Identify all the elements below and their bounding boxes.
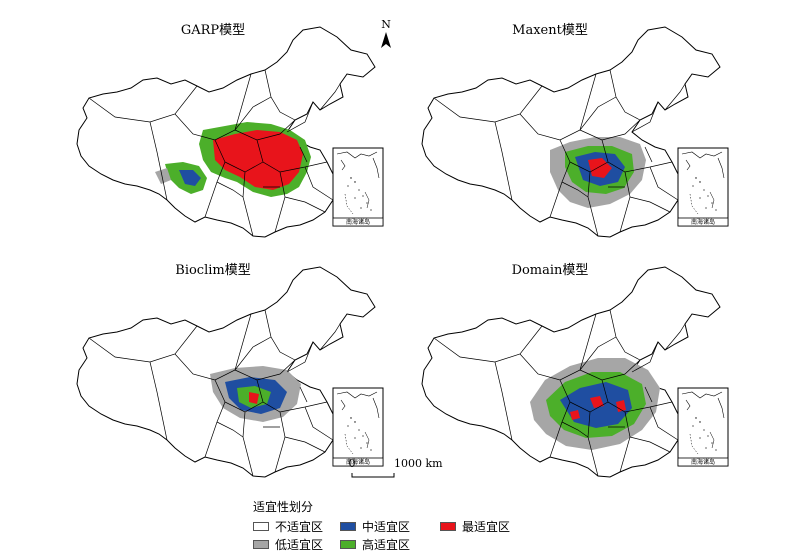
panel-maxent: 南海诸岛 Maxent模型 <box>421 23 729 238</box>
north-arrow: N <box>381 18 391 48</box>
svg-text:1000 km: 1000 km <box>394 457 443 470</box>
legend-item-optimal: 最适宜区 <box>440 518 510 535</box>
legend-item-unsuitable: 不适宜区 <box>253 518 323 535</box>
inset-label: 南海诸岛 <box>346 218 370 226</box>
panel-garp: 南海诸岛 GARP模型 <box>76 23 384 238</box>
svg-text:N: N <box>381 18 391 31</box>
legend-swatch <box>440 522 456 531</box>
legend-swatch <box>340 540 356 549</box>
panel-domain: 南海诸岛 Domain模型 <box>421 263 729 478</box>
suitability-overlay <box>210 366 301 422</box>
inset-label: 南海诸岛 <box>691 218 715 226</box>
panel-title: GARP模型 <box>181 23 245 38</box>
svg-text:0: 0 <box>349 457 356 470</box>
legend-swatch <box>253 540 269 549</box>
inset-label: 南海诸岛 <box>346 458 370 466</box>
suitability-overlay <box>155 122 311 197</box>
inset-label: 南海诸岛 <box>691 458 715 466</box>
legend-title: 适宜性划分 <box>253 500 314 514</box>
panel-title: Domain模型 <box>512 263 589 278</box>
suitability-overlay <box>530 358 660 450</box>
legend-item-medium: 中适宜区 <box>340 518 410 535</box>
panel-title: Maxent模型 <box>512 23 588 38</box>
panel-bioclim: 南海诸岛 Bioclim模型 <box>76 263 384 478</box>
legend-item-low: 低适宜区 <box>253 536 323 553</box>
legend-item-high: 高适宜区 <box>340 536 410 553</box>
scale-bar: 0 1000 km <box>349 457 443 478</box>
legend-swatch <box>340 522 356 531</box>
legend-swatch <box>253 522 269 531</box>
panel-title: Bioclim模型 <box>175 263 250 278</box>
